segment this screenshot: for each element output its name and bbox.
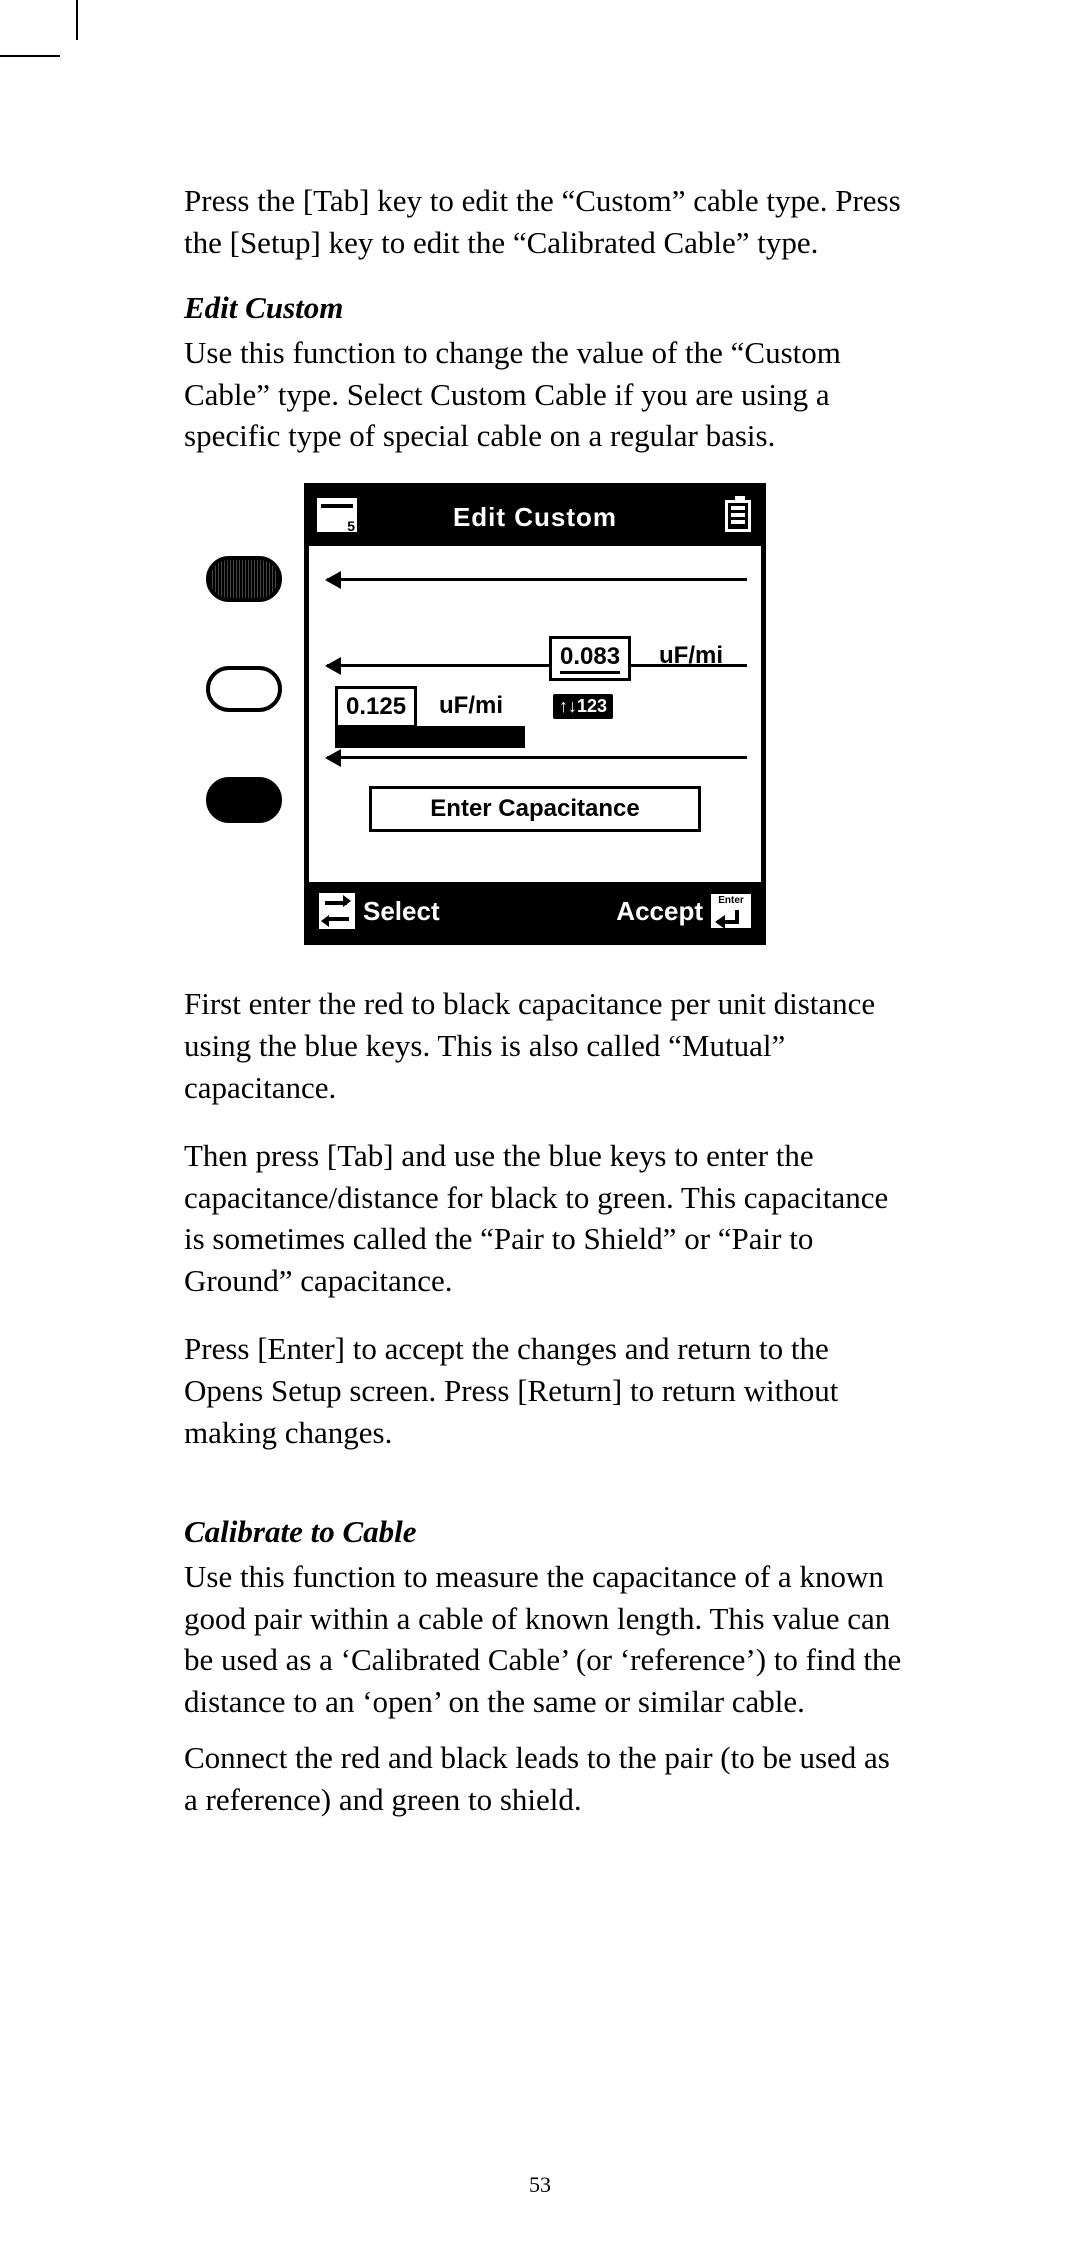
- selection-strip: [335, 726, 525, 748]
- lcd-body: 0.083 uF/mi 0.125 uF/mi ↑↓123 Enter Capa…: [309, 546, 761, 882]
- calibrate-para2: Connect the red and black leads to the p…: [184, 1737, 904, 1821]
- edit-custom-para1: Use this function to change the value of…: [184, 332, 904, 458]
- lcd-bottom-bar: Select Accept Enter: [309, 882, 761, 940]
- softkey-accept: Accept Enter: [616, 894, 751, 928]
- softkey-select-label: Select: [363, 896, 440, 927]
- lcd-screen: Edit Custom 0.083 uF/mi 0.125 u: [304, 483, 766, 945]
- unit-mid: uF/mi: [439, 692, 503, 720]
- lcd-titlebar: Edit Custom: [309, 488, 761, 546]
- edit-custom-para2: First enter the red to black capacitance…: [184, 983, 904, 1109]
- page-number: 53: [0, 2172, 1080, 2198]
- numeric-mode-chip: ↑↓123: [553, 694, 613, 719]
- side-buttons: [184, 483, 304, 945]
- enter-key-icon: Enter: [711, 894, 751, 928]
- page-content: Press the [Tab] key to edit the “Custom”…: [184, 180, 904, 1847]
- physical-button-red: [206, 556, 282, 602]
- physical-button-black: [206, 777, 282, 823]
- intro-paragraph: Press the [Tab] key to edit the “Custom”…: [184, 180, 904, 264]
- value-box-top: 0.083: [549, 636, 631, 681]
- swap-icon: [319, 893, 355, 929]
- value-box-mid: 0.125: [335, 686, 417, 728]
- heading-calibrate: Calibrate to Cable: [184, 1514, 904, 1550]
- edit-custom-para3: Then press [Tab] and use the blue keys t…: [184, 1135, 904, 1302]
- enter-capacitance-box: Enter Capacitance: [369, 786, 701, 832]
- wire-bottom: [327, 756, 747, 759]
- value-mid: 0.125: [346, 693, 406, 720]
- battery-icon: [725, 500, 751, 532]
- lcd-title: Edit Custom: [453, 502, 617, 533]
- enter-key-label: Enter: [718, 895, 744, 906]
- physical-button-white: [206, 666, 282, 712]
- softkey-accept-label: Accept: [616, 896, 703, 927]
- figure-edit-custom: Edit Custom 0.083 uF/mi 0.125 u: [184, 483, 904, 945]
- heading-edit-custom: Edit Custom: [184, 290, 904, 326]
- calibrate-para1: Use this function to measure the capacit…: [184, 1556, 904, 1723]
- value-top: 0.083: [560, 643, 620, 674]
- edit-custom-para4: Press [Enter] to accept the changes and …: [184, 1328, 904, 1454]
- unit-top: uF/mi: [659, 642, 723, 670]
- wire-top: [327, 578, 747, 581]
- softkey-select: Select: [319, 893, 440, 929]
- card-icon: [317, 498, 357, 532]
